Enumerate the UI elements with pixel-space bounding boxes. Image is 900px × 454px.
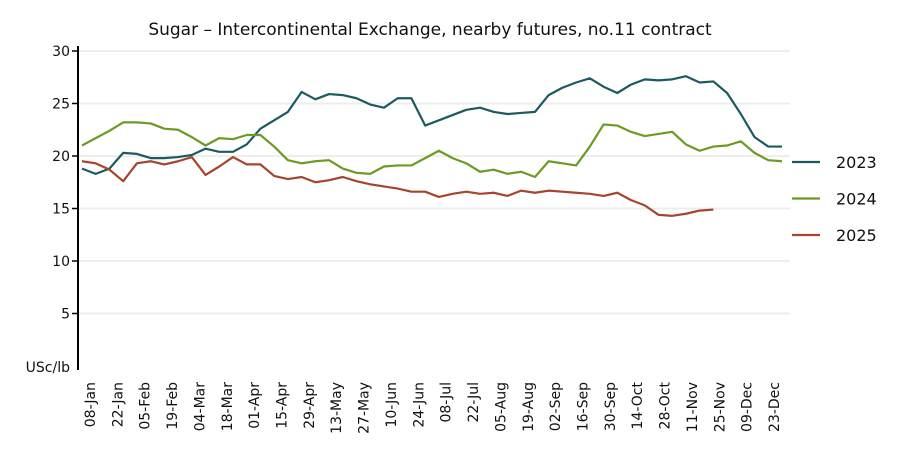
x-tick-label: 09-Dec [740,382,756,432]
chart-title: Sugar – Intercontinental Exchange, nearb… [148,20,712,40]
x-tick-label: 19-Feb [165,382,181,430]
x-tick-label: 30-Sep [603,382,619,431]
y-tick-label: 25 [52,97,70,113]
x-tick-label: 08-Jul [439,382,455,423]
x-tick-label: 14-Oct [630,381,646,429]
x-tick-label: 05-Feb [138,382,154,430]
x-tick-label: 27-May [357,382,373,434]
x-tick-label: 01-Apr [247,382,263,429]
x-tick-label: 08-Jan [83,382,99,427]
y-axis-label: USc/lb [26,360,70,376]
x-tick-label: 13-May [329,382,345,434]
series-line-2024 [81,121,783,179]
x-tick-label: 04-Mar [192,382,208,432]
y-tick-label: 5 [61,307,70,323]
x-tick-label: 19-Aug [521,382,537,432]
x-tick-label: 22-Jan [110,382,126,427]
x-tick-label: 02-Sep [548,382,564,431]
x-tick-label: 18-Mar [220,382,236,432]
series-line-2025 [81,155,714,217]
y-tick-label: 20 [52,149,70,165]
y-tick-label: 15 [52,202,70,218]
x-tick-label: 15-Apr [275,382,291,429]
legend-label: 2024 [836,190,877,209]
x-tick-label: 23-Dec [767,382,783,432]
x-tick-label: 11-Nov [685,382,701,432]
x-tick-label: 10-Jun [384,382,400,428]
legend-label: 2023 [836,153,877,172]
x-tick-label: 28-Oct [658,381,674,429]
series-line-2023 [81,75,782,175]
x-tick-label: 25-Nov [712,382,728,432]
legend-label: 2025 [836,226,877,245]
x-tick-label: 22-Jul [466,382,482,423]
x-tick-label: 16-Sep [575,382,591,431]
y-tick-label: 30 [52,44,70,60]
x-tick-label: 05-Aug [493,382,509,432]
x-tick-label: 29-Apr [302,382,318,429]
x-tick-label: 24-Jun [411,382,427,428]
y-tick-label: 10 [52,254,70,270]
